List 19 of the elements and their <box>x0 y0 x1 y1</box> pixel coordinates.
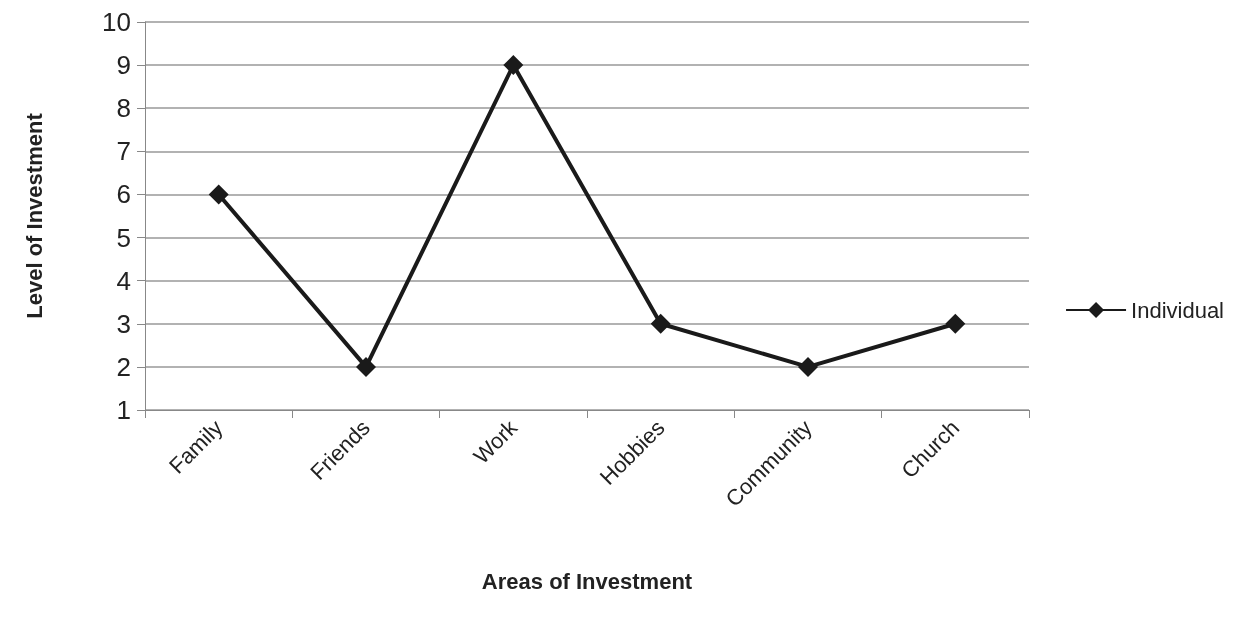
y-tick-label: 10 <box>102 7 131 37</box>
point <box>208 184 229 205</box>
point <box>356 356 376 377</box>
y-tick-label: 1 <box>116 395 131 425</box>
y-tick-label: 2 <box>116 351 131 382</box>
y-tick-label: 3 <box>116 308 131 339</box>
point <box>503 55 524 76</box>
x-axis-title: Areas of Investment <box>481 568 693 594</box>
y-tick-label: 5 <box>116 222 131 253</box>
point <box>650 313 671 334</box>
y-tick-label: 9 <box>116 50 131 81</box>
legend-label: Individual <box>1131 297 1224 323</box>
y-tick-label: 7 <box>116 136 131 167</box>
point <box>798 356 818 377</box>
y-tick-label: 8 <box>116 93 131 124</box>
y-tick-label: 4 <box>116 265 131 296</box>
point <box>945 313 966 334</box>
y-tick-label: 6 <box>116 179 131 210</box>
y-axis-title: Level of Investment <box>21 112 47 319</box>
